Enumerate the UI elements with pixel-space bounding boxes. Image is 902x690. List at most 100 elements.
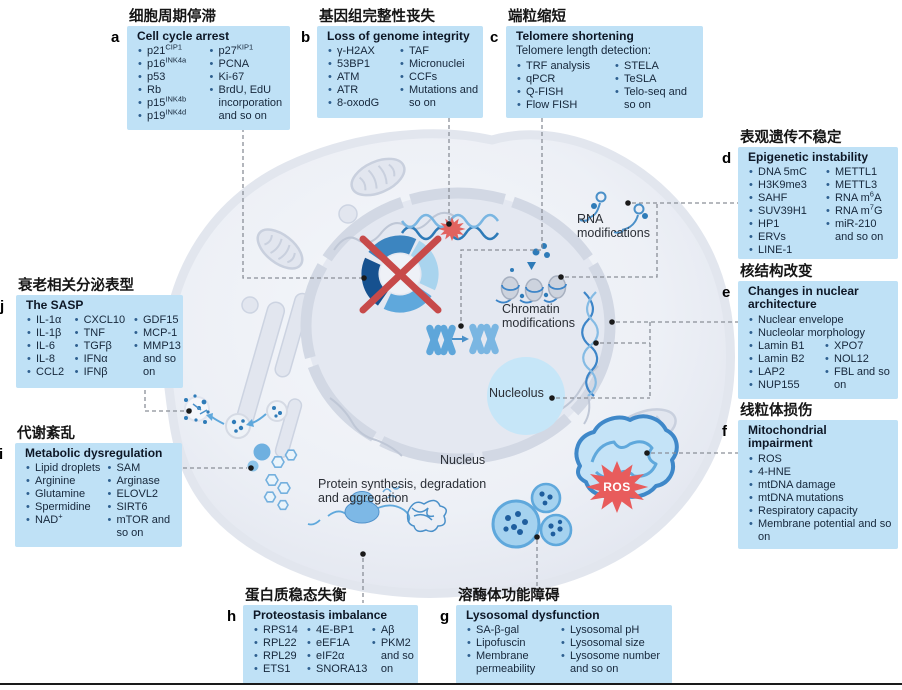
list-item: p27KIP1 <box>209 44 286 59</box>
bullet-list: 4E-BP1eEF1AeIF2αSNORA13 <box>306 624 369 676</box>
list-item: ERVs <box>748 231 823 244</box>
bullet-list: XPO7NOL12FBL and so on <box>824 340 894 392</box>
list-item: Nuclear envelope <box>748 314 894 327</box>
box-letter: i <box>0 446 4 463</box>
box-letter: j <box>0 298 5 315</box>
hallmark-box-nuclear-architecture: e 核结构改变 Changes in nuclear architecture … <box>722 264 898 399</box>
list-item: p21CIP1 <box>137 44 207 59</box>
box-letter: g <box>440 608 450 625</box>
list-item: Aβ <box>371 624 414 637</box>
list-item: Telo-seq and so on <box>614 86 698 112</box>
list-item: IFNβ <box>74 366 131 379</box>
box-title: Loss of genome integrity <box>327 29 470 43</box>
hallmark-box-lysosomal-dysfunction: g 溶酶体功能障碍 Lysosomal dysfunction SA-β-gal… <box>440 588 672 684</box>
nucleolus-label: Nucleolus <box>489 386 544 400</box>
damage-star-icon <box>438 217 466 241</box>
bullet-list: IL-1αIL-1βIL-6IL-8CCL2 <box>26 314 72 379</box>
box-zh-title: 蛋白质稳态失衡 <box>245 588 347 604</box>
list-item: SUV39H1 <box>748 205 823 218</box>
list-item: mtDNA mutations <box>748 492 894 505</box>
box-title: Proteostasis imbalance <box>253 608 388 622</box>
list-item: Lysosomal size <box>560 637 668 650</box>
box-title: Mitochondrial impairment <box>748 423 827 451</box>
hallmark-box-proteostasis-imbalance: h 蛋白质稳态失衡 Proteostasis imbalance RPS14RP… <box>227 588 418 684</box>
bullet-list: METTL1METTL3RNA m6ARNA m7GmiR-210 and so… <box>825 166 894 257</box>
bullet-list: Lipid dropletsArginineGlutamineSpermidin… <box>25 462 104 540</box>
list-item: RNA m7G <box>825 204 894 219</box>
list-item: IL-1α <box>26 314 72 327</box>
mitochondrion-icon <box>350 157 406 197</box>
list-item: H3K9me3 <box>748 179 823 192</box>
list-item: Membrane potential and so on <box>748 518 894 544</box>
list-item: IL-8 <box>26 353 72 366</box>
list-item: Spermidine <box>25 501 104 514</box>
list-item: Glutamine <box>25 488 104 501</box>
list-item: Mutations and so on <box>399 84 479 110</box>
list-item: TRF analysis <box>516 60 612 73</box>
list-item: mTOR and so on <box>106 514 178 540</box>
hallmark-box-telomere-shortening: c 端粒缩短 Telomere shortening Telomere leng… <box>490 9 703 118</box>
connector-c <box>460 118 543 322</box>
red-cross-icon <box>359 235 442 314</box>
list-item: Micronuclei <box>399 58 479 71</box>
box-title: Cell cycle arrest <box>137 29 230 43</box>
list-item: Arginase <box>106 475 178 488</box>
list-item: p19INK4d <box>137 109 207 124</box>
list-item: LINE-1 <box>748 244 823 257</box>
protein-synthesis-label: Protein synthesis, degradation and aggre… <box>318 477 487 505</box>
list-item: NUP155 <box>748 379 822 392</box>
hallmark-box-genome-integrity: b 基因组完整性丧失 Loss of genome integrity γ-H2… <box>301 9 483 118</box>
connector-d <box>565 202 738 278</box>
rna-hairpin-icon <box>579 191 648 234</box>
bullet-list: SAMArginaseELOVL2SIRT6mTOR and so on <box>106 462 178 540</box>
box-title: Metabolic dysregulation <box>25 446 163 460</box>
box-zh-title: 线粒体损伤 <box>740 403 813 419</box>
box-zh-title: 细胞周期停滞 <box>129 9 216 25</box>
box-zh-title: 溶酶体功能障碍 <box>458 588 560 604</box>
bullet-list: CXCL10TNFTGFβIFNαIFNβ <box>74 314 131 379</box>
box-zh-title: 代谢紊乱 <box>17 426 75 442</box>
list-item: RPS14 <box>253 624 304 637</box>
list-item: ELOVL2 <box>106 488 178 501</box>
list-item: SNORA13 <box>306 663 369 676</box>
list-item: qPCR <box>516 73 612 86</box>
list-item: ATM <box>327 71 397 84</box>
list-item: SA-β-gal <box>466 624 558 637</box>
chromatin-modifications-label: Chromatin modifications <box>502 302 575 330</box>
hallmark-box-metabolic-dysregulation: i 代谢紊乱 Metabolic dysregulation Lipid dro… <box>0 426 182 547</box>
list-item: MCP-1 <box>133 327 179 340</box>
box-title: The SASP <box>26 298 84 312</box>
list-item: GDF15 <box>133 314 179 327</box>
ros-label: ROS <box>603 480 631 494</box>
list-item: Lysosomal pH <box>560 624 668 637</box>
box-letter: h <box>227 608 237 625</box>
metabolites-icon <box>247 443 298 511</box>
list-item: p16INK4a <box>137 57 207 72</box>
list-item: eIF2α <box>306 650 369 663</box>
lysosomes-icon <box>491 482 573 549</box>
list-item: IL-1β <box>26 327 72 340</box>
list-item: Lamin B1 <box>748 340 822 353</box>
mitochondrion-icon <box>256 228 304 270</box>
list-item: p53 <box>137 71 207 84</box>
bullet-list: DNA 5mCH3K9me3SAHFSUV39H1HP1ERVsLINE-1 <box>748 166 823 257</box>
list-item: Lamin B2 <box>748 353 822 366</box>
list-item: Lipofuscin <box>466 637 558 650</box>
protein-aggregate-icon <box>382 485 447 533</box>
box-letter: f <box>722 423 727 440</box>
nucleolus <box>487 357 565 435</box>
list-item: METTL3 <box>825 179 894 192</box>
list-item: Ki-67 <box>209 71 286 84</box>
hallmark-box-sasp: j 衰老相关分泌表型 The SASP IL-1αIL-1βIL-6IL-8CC… <box>0 278 183 388</box>
bullet-list: AβPKM2 and so on <box>371 624 414 676</box>
bullet-list: TAFMicronucleiCCFsMutations and so on <box>399 45 479 110</box>
list-item: TeSLA <box>614 73 698 86</box>
list-item: Membrane permeability <box>466 650 558 676</box>
box-letter: b <box>301 29 311 46</box>
list-item: HP1 <box>748 218 823 231</box>
list-item: 4-HNE <box>748 466 894 479</box>
connector-e <box>556 321 738 399</box>
bullet-list: p27KIP1PCNAKi-67BrdU, EdU incorporation … <box>209 44 286 123</box>
bullet-list: Nuclear envelopeNucleolar morphology <box>748 314 894 340</box>
box-title: Changes in nuclear architecture <box>748 284 859 312</box>
